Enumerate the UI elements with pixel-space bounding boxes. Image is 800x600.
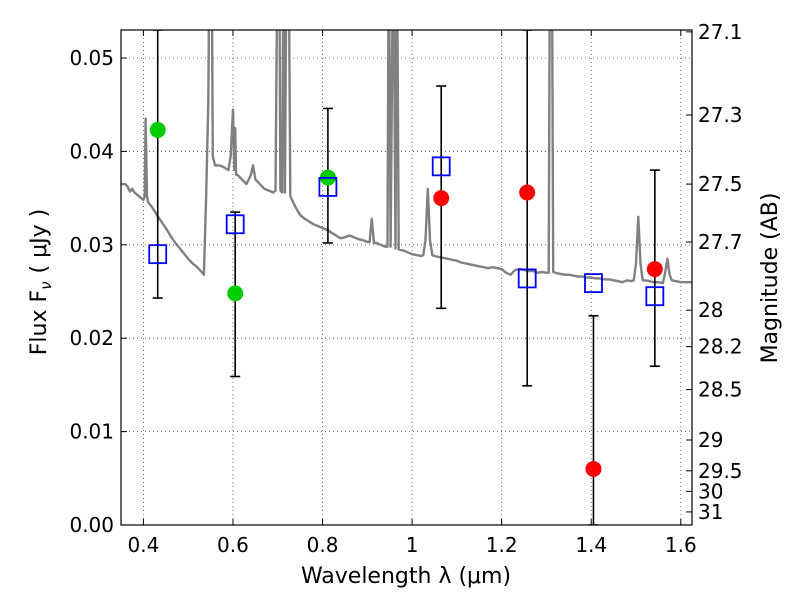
y-tick-label: 0.01 [69,420,114,444]
y2-tick-label: 29.5 [698,459,743,483]
data-point-circle [433,190,450,207]
data-point-circle [227,285,244,302]
y2-tick-label: 27.3 [698,103,743,127]
y2-tick-label: 27.1 [698,20,743,44]
x-tick-label: 1.2 [486,533,518,557]
data-point-square [225,214,245,235]
grid-lines [121,30,692,526]
x-tick-label: 1 [406,533,419,557]
data-point-circle [646,261,663,278]
y2-tick-label: 28 [698,298,723,322]
plot-area [121,30,692,525]
y2-tick-label: 27.7 [698,230,743,254]
y-axis-label-main: Flux F [27,290,52,355]
y-axis-label-group: Flux Fν ( μJy ) [27,209,55,355]
y-tick-label: 0.02 [69,326,114,350]
x-tick-label: 0.6 [217,533,249,557]
y2-tick-label: 28.2 [698,335,743,359]
x-tick-label: 0.8 [307,533,339,557]
y2-tick-label: 29 [698,428,723,452]
data-point-square [584,273,603,294]
data-point-square [318,177,338,197]
plot-frame [120,29,693,526]
axes: 0.4 0.6 0.8 1 1.2 1.4 1.6 0.00 0.01 0.02 0.03 0.04 0… [69,20,742,557]
y-axis-label: Flux Fν ( μJy ) [27,209,55,355]
spectrum-line [121,30,692,285]
y-tick-label: 0.05 [69,46,114,70]
y-tick-label: 0.04 [69,139,114,163]
y-tick-label: 0.00 [69,513,114,537]
data-point-circle [519,184,536,201]
data-point-square [517,268,537,289]
y2-axis-label: Magnitude (AB) [758,193,783,364]
y-tick-label: 0.03 [69,233,114,257]
y2-tick-label: 31 [698,500,723,524]
x-axis-label: Wavelength λ (μm) [301,564,511,589]
data-point-square [645,286,665,307]
x-tick-label: 1.4 [575,533,607,557]
y-axis-label-subscript: ν [37,281,55,289]
y2-tick-label: 27.5 [698,172,743,196]
data-point-square [431,156,451,177]
y-axis-label-unit: ( μJy ) [27,209,52,274]
y2-tick-label: 28.5 [698,378,743,402]
data-point-circle [585,460,602,477]
y2-tick-label: 30 [698,479,723,503]
data-point-circle [149,121,166,138]
x-tick-label: 1.6 [665,533,697,557]
x-tick-label: 0.4 [127,533,159,557]
data-point-square [148,244,168,265]
